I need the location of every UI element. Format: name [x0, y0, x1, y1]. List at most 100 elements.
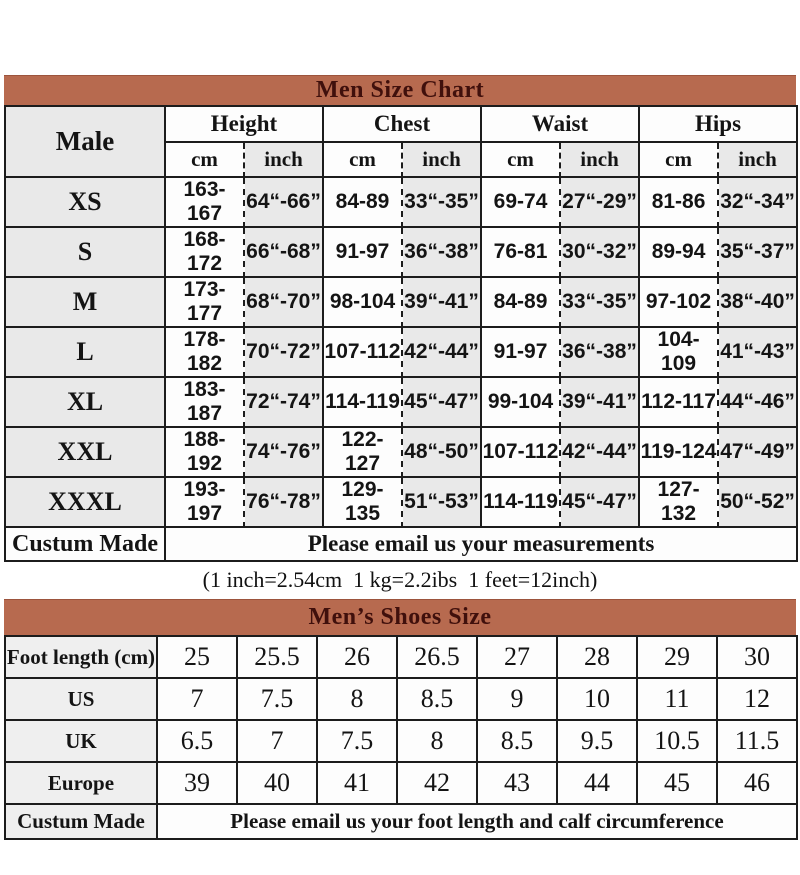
- header-cell-chest: Chest: [324, 107, 483, 143]
- cell-height-cm: 193-197: [166, 478, 245, 528]
- shoes-value-cell: 26.5: [398, 637, 478, 679]
- cell-waist-cm: 76-81: [482, 228, 562, 278]
- shoes-value-cell: 25: [158, 637, 238, 679]
- cell-chest-cm: 84-89: [324, 178, 404, 228]
- shoes-custom-made-message: Please email us your foot length and cal…: [158, 805, 798, 840]
- mens-shoes-table: Foot length (cm) 25 25.5 26 26.5 27 28 2…: [4, 635, 798, 840]
- shoes-value-cell: 46: [718, 763, 798, 805]
- shoes-row-label: Foot length (cm): [6, 637, 158, 679]
- cell-chest-inch: 48“-50”: [403, 428, 483, 478]
- cell-height-inch: 76“-78”: [245, 478, 325, 528]
- cell-height-cm: 173-177: [166, 278, 245, 328]
- shoes-value-cell: 6.5: [158, 721, 238, 763]
- shoes-value-cell: 11.5: [718, 721, 798, 763]
- size-row: XXXL 193-197 76“-78” 129-135 51“-53” 114…: [6, 478, 799, 528]
- cell-height-inch: 64“-66”: [245, 178, 325, 228]
- cell-chest-inch: 51“-53”: [403, 478, 483, 528]
- unit-header-hips-cm: cm: [640, 143, 720, 178]
- cell-waist-inch: 27“-29”: [561, 178, 641, 228]
- size-row: XXL 188-192 74“-76” 122-127 48“-50” 107-…: [6, 428, 799, 478]
- shoes-value-cell: 10.5: [638, 721, 718, 763]
- cell-size-label: XL: [6, 378, 166, 428]
- size-row: S 168-172 66“-68” 91-97 36“-38” 76-81 30…: [6, 228, 799, 278]
- shoes-value-cell: 28: [558, 637, 638, 679]
- shoes-value-cell: 9: [478, 679, 558, 721]
- cell-height-cm: 188-192: [166, 428, 245, 478]
- shoes-value-cell: 12: [718, 679, 798, 721]
- cell-size-label: M: [6, 278, 166, 328]
- cell-height-inch: 72“-74”: [245, 378, 325, 428]
- shoes-value-cell: 7: [158, 679, 238, 721]
- shoes-value-cell: 7.5: [238, 679, 318, 721]
- header-cell-hips: Hips: [640, 107, 799, 143]
- cell-waist-inch: 42“-44”: [561, 428, 641, 478]
- cell-hips-cm: 89-94: [640, 228, 720, 278]
- shoes-row-label: Europe: [6, 763, 158, 805]
- cell-height-inch: 66“-68”: [245, 228, 325, 278]
- cell-height-cm: 178-182: [166, 328, 245, 378]
- header-cell-height: Height: [166, 107, 325, 143]
- cell-size-label: XS: [6, 178, 166, 228]
- custom-made-row: Custum Made Please email us your measure…: [6, 528, 799, 562]
- shoes-value-cell: 45: [638, 763, 718, 805]
- cell-waist-inch: 36“-38”: [561, 328, 641, 378]
- size-chart-page: Men Size Chart Male Height Chest Waist H…: [4, 75, 799, 840]
- unit-header-waist-inch: inch: [561, 143, 641, 178]
- cell-waist-inch: 39“-41”: [561, 378, 641, 428]
- cell-height-cm: 163-167: [166, 178, 245, 228]
- cell-waist-inch: 30“-32”: [561, 228, 641, 278]
- header-cell-male: Male: [6, 107, 166, 178]
- cell-hips-inch: 38“-40”: [719, 278, 799, 328]
- cell-hips-inch: 41“-43”: [719, 328, 799, 378]
- cell-size-label: L: [6, 328, 166, 378]
- shoes-custom-made-label: Custum Made: [6, 805, 158, 840]
- cell-waist-cm: 84-89: [482, 278, 562, 328]
- shoes-custom-made-row: Custum Made Please email us your foot le…: [6, 805, 798, 840]
- cell-chest-cm: 129-135: [324, 478, 404, 528]
- shoes-value-cell: 43: [478, 763, 558, 805]
- shoes-row: UK 6.5 7 7.5 8 8.5 9.5 10.5 11.5: [6, 721, 798, 763]
- cell-chest-inch: 39“-41”: [403, 278, 483, 328]
- size-row: XL 183-187 72“-74” 114-119 45“-47” 99-10…: [6, 378, 799, 428]
- size-row: L 178-182 70“-72” 107-112 42“-44” 91-97 …: [6, 328, 799, 378]
- cell-height-inch: 74“-76”: [245, 428, 325, 478]
- cell-size-label: S: [6, 228, 166, 278]
- header-cell-waist: Waist: [482, 107, 641, 143]
- cell-waist-cm: 91-97: [482, 328, 562, 378]
- cell-hips-cm: 112-117: [640, 378, 720, 428]
- cell-hips-cm: 127-132: [640, 478, 720, 528]
- cell-height-inch: 70“-72”: [245, 328, 325, 378]
- shoes-value-cell: 44: [558, 763, 638, 805]
- cell-hips-inch: 44“-46”: [719, 378, 799, 428]
- cell-height-cm: 183-187: [166, 378, 245, 428]
- shoes-row-label: US: [6, 679, 158, 721]
- cell-chest-cm: 91-97: [324, 228, 404, 278]
- shoes-size-title: Men’s Shoes Size: [308, 604, 492, 630]
- conversion-note: (1 inch=2.54cm 1 kg=2.2ibs 1 feet=12inch…: [202, 567, 598, 592]
- cell-hips-cm: 81-86: [640, 178, 720, 228]
- shoes-value-cell: 39: [158, 763, 238, 805]
- unit-header-height-cm: cm: [166, 143, 245, 178]
- shoes-value-cell: 42: [398, 763, 478, 805]
- cell-size-label: XXXL: [6, 478, 166, 528]
- cell-chest-inch: 45“-47”: [403, 378, 483, 428]
- shoes-value-cell: 25.5: [238, 637, 318, 679]
- cell-waist-cm: 69-74: [482, 178, 562, 228]
- shoes-row: Europe 39 40 41 42 43 44 45 46: [6, 763, 798, 805]
- cell-hips-cm: 97-102: [640, 278, 720, 328]
- cell-waist-inch: 45“-47”: [561, 478, 641, 528]
- men-size-chart-title-bar: Men Size Chart: [4, 75, 796, 105]
- shoes-value-cell: 40: [238, 763, 318, 805]
- size-row: M 173-177 68“-70” 98-104 39“-41” 84-89 3…: [6, 278, 799, 328]
- unit-header-height-inch: inch: [245, 143, 325, 178]
- cell-hips-inch: 32“-34”: [719, 178, 799, 228]
- unit-header-chest-cm: cm: [324, 143, 404, 178]
- cell-hips-cm: 119-124: [640, 428, 720, 478]
- shoes-value-cell: 27: [478, 637, 558, 679]
- cell-chest-inch: 36“-38”: [403, 228, 483, 278]
- shoes-value-cell: 29: [638, 637, 718, 679]
- cell-chest-inch: 42“-44”: [403, 328, 483, 378]
- cell-hips-cm: 104-109: [640, 328, 720, 378]
- cell-chest-cm: 98-104: [324, 278, 404, 328]
- shoes-value-cell: 7: [238, 721, 318, 763]
